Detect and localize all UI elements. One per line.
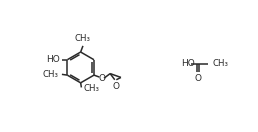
Text: CH₃: CH₃ — [75, 34, 91, 43]
Text: CH₃: CH₃ — [84, 84, 100, 93]
Text: HO: HO — [46, 55, 60, 64]
Text: CH₃: CH₃ — [212, 59, 228, 68]
Text: O: O — [194, 74, 201, 83]
Text: HO: HO — [181, 59, 195, 68]
Text: O: O — [112, 82, 119, 91]
Text: CH₃: CH₃ — [43, 70, 59, 79]
Text: O: O — [98, 74, 105, 83]
